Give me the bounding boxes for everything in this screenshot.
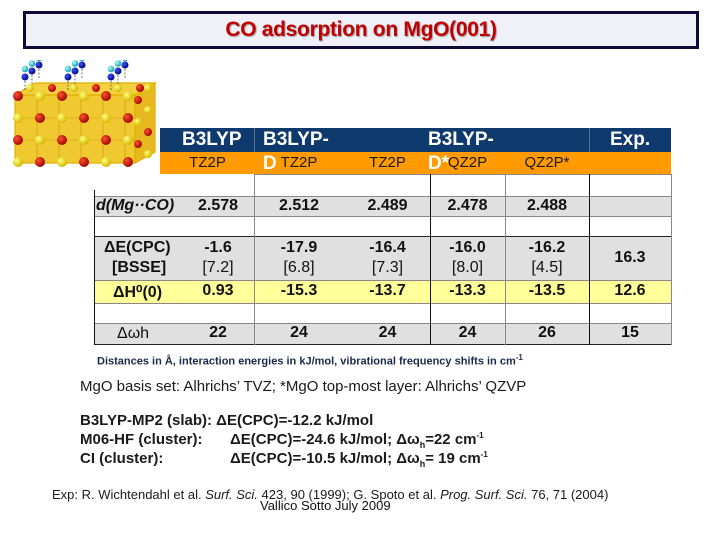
slide-footer: Vallico Sotto July 2009 bbox=[260, 498, 391, 513]
basis-header-row bbox=[160, 152, 671, 174]
row-enthalpy bbox=[94, 280, 671, 303]
slide-title-box: CO adsorption on MgO(001) bbox=[23, 11, 699, 49]
cell: 2.489 bbox=[367, 197, 408, 214]
calc-line-b3lyp-mp2: B3LYP-MP2 (slab): ΔE(CPC)=-12.2 kJ/mol bbox=[80, 412, 374, 429]
cell: -1.6 bbox=[204, 239, 232, 256]
basis-qz2p-star: QZ2P* bbox=[524, 154, 570, 171]
calc-line-m06-hf: M06-HF (cluster): ΔE(CPC)=-24.6 kJ/mol; Δ… bbox=[80, 431, 484, 450]
cell: 22 bbox=[209, 324, 227, 341]
cell: 2.478 bbox=[447, 197, 488, 214]
mgo-slab-co-illustration bbox=[12, 60, 158, 167]
basis-set-note: MgO basis set: Alhrichs’ TVZ; *MgO top-m… bbox=[80, 378, 527, 395]
experimental-reference: Exp: R. Wichtendahl et al. Surf. Sci. 42… bbox=[52, 487, 609, 502]
cell: [8.0] bbox=[451, 259, 484, 276]
cell: 24 bbox=[378, 324, 397, 341]
cell: 15 bbox=[621, 324, 639, 341]
cell: 26 bbox=[538, 324, 556, 341]
basis-tz2p-b3lyp: TZ2P bbox=[189, 154, 226, 171]
calc-line-ci: CI (cluster): ΔE(CPC)=-10.5 kJ/mol; Δωh= … bbox=[80, 450, 488, 469]
cell: 12.6 bbox=[614, 282, 646, 299]
cell: 24 bbox=[458, 324, 477, 341]
header-b3lyp-d-star: B3LYP-D* bbox=[428, 129, 494, 174]
cell: -13.3 bbox=[449, 282, 486, 299]
cell: -16.0 bbox=[449, 239, 486, 256]
cell: -16.4 bbox=[369, 239, 406, 256]
row-energy bbox=[94, 236, 671, 280]
header-b3lyp-d: B3LYP-D bbox=[263, 129, 329, 174]
label-delta-h0: ΔH⁰(0) bbox=[113, 284, 163, 301]
units-note: Distances in Å, interaction energies in … bbox=[97, 353, 523, 368]
cell: -17.9 bbox=[280, 239, 318, 256]
label-delta-omega-h: Δωh bbox=[117, 325, 150, 342]
label-distance: d(Mg··CO) bbox=[96, 197, 175, 214]
row-frequency-shift bbox=[94, 323, 671, 344]
label-delta-e-cpc: ΔE(CPC) bbox=[104, 239, 171, 256]
cell: 24 bbox=[290, 324, 308, 341]
label-bsse: [BSSE] bbox=[112, 259, 167, 276]
cell: 16.3 bbox=[614, 249, 646, 266]
cell: -15.3 bbox=[280, 282, 318, 299]
cell: [4.5] bbox=[531, 259, 563, 276]
header-b3lyp: B3LYP bbox=[182, 129, 242, 150]
slide-title: CO adsorption on MgO(001) bbox=[225, 18, 497, 41]
cell: 2.488 bbox=[526, 197, 568, 214]
header-divider bbox=[589, 128, 590, 152]
cell: 2.578 bbox=[197, 197, 239, 214]
cell: [6.8] bbox=[283, 259, 315, 276]
method-header-row bbox=[160, 128, 671, 152]
cell: [7.3] bbox=[371, 259, 404, 276]
basis-tz2p-b3lyp-d-star: TZ2P bbox=[369, 154, 406, 171]
header-exp: Exp. bbox=[610, 129, 651, 150]
cell: 0.93 bbox=[202, 282, 234, 299]
cell: -13.7 bbox=[369, 282, 406, 299]
cell: 2.512 bbox=[278, 197, 320, 214]
cell: [7.2] bbox=[202, 259, 234, 276]
cell: -13.5 bbox=[528, 282, 566, 299]
basis-qz2p: QZ2P bbox=[447, 154, 488, 171]
header-divider bbox=[254, 128, 255, 152]
cell: -16.2 bbox=[528, 239, 566, 256]
basis-tz2p-b3lyp-d: TZ2P bbox=[280, 154, 318, 171]
row-distance bbox=[94, 196, 671, 216]
